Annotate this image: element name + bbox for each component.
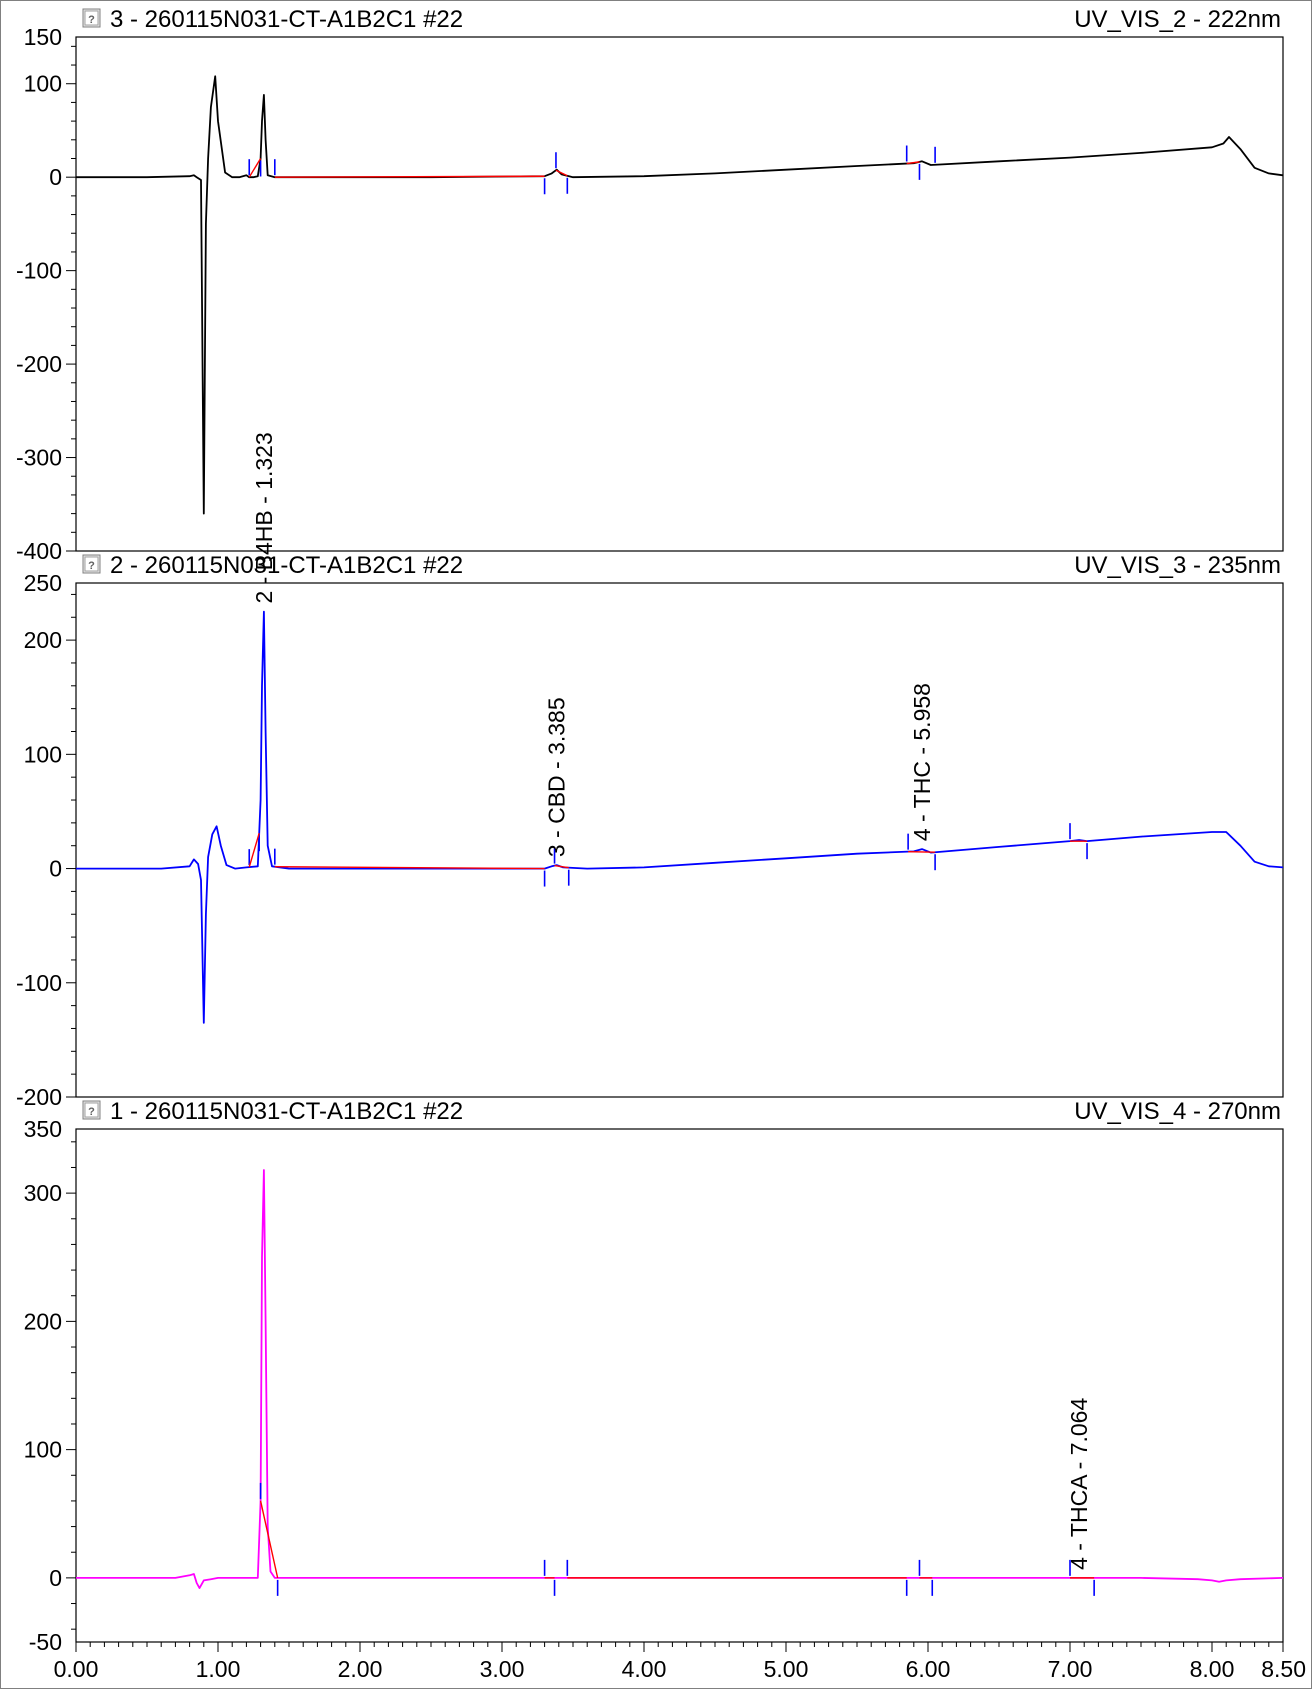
y-tick-label: 250 [24, 570, 62, 596]
y-tick-label: -50 [29, 1629, 62, 1655]
x-tick-label: 0.00 [54, 1656, 99, 1682]
y-tick-label: 0 [49, 164, 62, 190]
y-tick-label: 100 [24, 71, 62, 97]
y-tick-label: 100 [24, 741, 62, 767]
y-tick-label: -100 [16, 970, 62, 996]
signal-trace [76, 610, 1284, 1024]
peak-baseline [248, 158, 262, 178]
x-tick-label: 8.50 [1261, 1656, 1306, 1682]
y-tick-label: -400 [16, 538, 62, 564]
x-tick-label: 1.00 [196, 1656, 241, 1682]
channel-label: UV_VIS_2 - 222nm [1074, 6, 1281, 33]
signal-trace [76, 1169, 1284, 1589]
x-tick-label: 6.00 [906, 1656, 951, 1682]
peak-baseline [259, 1500, 279, 1579]
panel-title: 1 - 260115N031-CT-A1B2C1 #22 [110, 1098, 463, 1125]
y-tick-label: -100 [16, 258, 62, 284]
report-icon[interactable]: ? [82, 8, 101, 28]
report-icon[interactable]: ? [82, 1100, 101, 1120]
channel-label: UV_VIS_3 - 235nm [1074, 552, 1281, 579]
channel-label: UV_VIS_4 - 270nm [1074, 1098, 1281, 1125]
report-icon[interactable]: ? [82, 554, 101, 574]
x-tick-label: 4.00 [622, 1656, 667, 1682]
plot-area [75, 582, 1284, 1098]
peak-label: 4 - THCA - 7.064 [1066, 1398, 1092, 1570]
peak-baseline [906, 161, 920, 165]
peak-label: 3 - CBD - 3.385 [544, 697, 570, 857]
signal-trace [76, 75, 1284, 515]
peak-baseline [274, 175, 545, 178]
y-tick-label: 350 [24, 1116, 62, 1142]
peak-baseline [908, 850, 936, 853]
y-tick-label: -300 [16, 445, 62, 471]
y-tick-label: 0 [49, 856, 62, 882]
y-tick-label: 150 [24, 24, 62, 50]
plot-area [75, 36, 1284, 552]
y-tick-label: -200 [16, 351, 62, 377]
svg-text:?: ? [88, 14, 95, 26]
y-tick-label: 0 [49, 1565, 62, 1591]
chromatogram-panel-2: ? 2 - 260115N031-CT-A1B2C1 #22 UV_VIS_3 - … [16, 432, 1284, 1110]
plot-area [75, 1128, 1284, 1643]
x-tick-label: 5.00 [764, 1656, 809, 1682]
x-axis: 0.00 1.00 2.00 3.00 4.00 5.00 6.00 7.00 8.00 8.50 [54, 1642, 1306, 1682]
peak-label: 4 - THC - 5.958 [909, 683, 935, 841]
peak-baseline [248, 832, 260, 868]
y-tick-label: 300 [24, 1180, 62, 1206]
x-tick-label: 2.00 [338, 1656, 383, 1682]
svg-text:?: ? [88, 560, 95, 572]
chromatogram-panel-3: ? 1 - 260115N031-CT-A1B2C1 #22 UV_VIS_4 - … [24, 1098, 1284, 1655]
x-tick-label: 3.00 [480, 1656, 525, 1682]
panel-title: 3 - 260115N031-CT-A1B2C1 #22 [110, 6, 463, 33]
panel-title: 2 - 260115N031-CT-A1B2C1 #22 [110, 552, 463, 579]
y-tick-label: 200 [24, 1308, 62, 1334]
y-tick-label: 200 [24, 627, 62, 653]
peak-baseline [555, 169, 568, 177]
chromatogram-panel-1: ? 3 - 260115N031-CT-A1B2C1 #22 UV_VIS_2 - … [16, 6, 1284, 564]
svg-text:?: ? [88, 1106, 95, 1118]
peak-label: 2 - B4HB - 1.323 [251, 432, 277, 603]
x-tick-label: 8.00 [1190, 1656, 1235, 1682]
x-tick-label: 7.00 [1048, 1656, 1093, 1682]
peak-baseline [274, 865, 545, 870]
y-tick-label: -200 [16, 1084, 62, 1110]
y-tick-label: 100 [24, 1437, 62, 1463]
peak-baseline [554, 864, 569, 869]
